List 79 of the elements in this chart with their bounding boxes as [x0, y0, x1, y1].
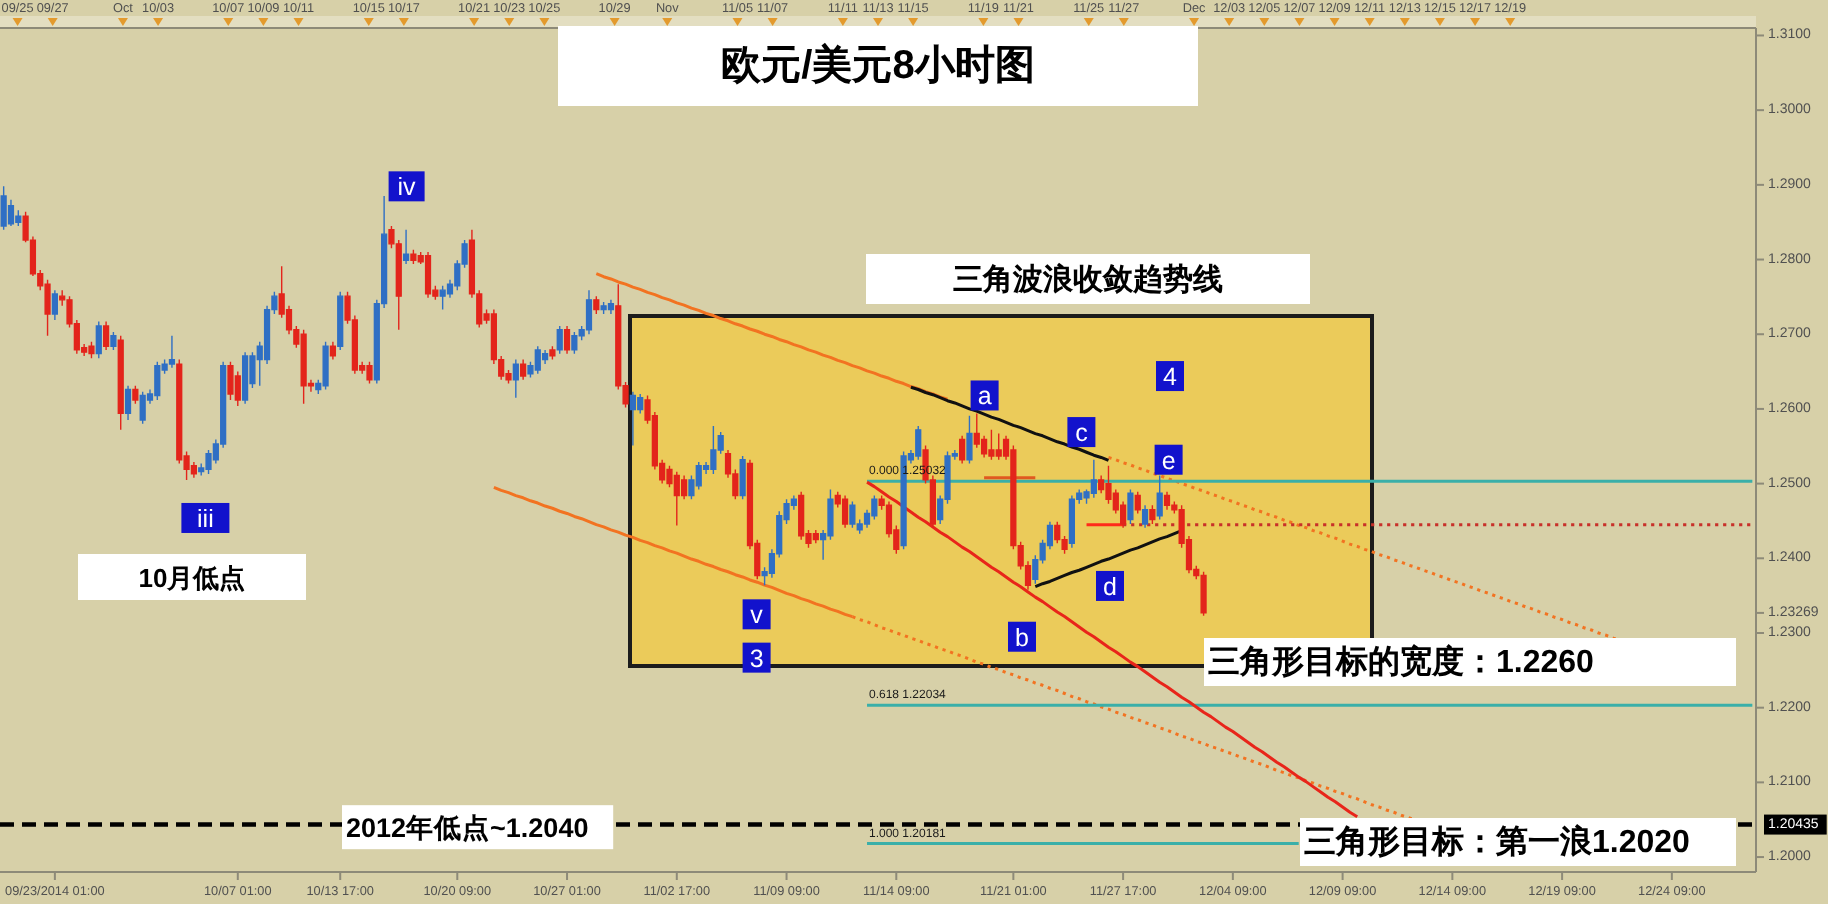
candlestick — [900, 450, 907, 551]
candlestick — [234, 370, 241, 407]
annotation: e — [1161, 446, 1176, 475]
candlestick — [673, 470, 680, 527]
candlestick — [563, 325, 571, 355]
candlestick — [995, 432, 1002, 461]
candlestick — [1068, 494, 1076, 549]
candlestick — [549, 345, 556, 361]
annotation: 3 — [749, 644, 764, 673]
candlestick — [1127, 488, 1134, 525]
candlestick — [366, 361, 373, 385]
candlestick — [1134, 491, 1141, 515]
chart-title: 欧元/美元8小时图 — [721, 42, 1035, 88]
candlestick — [102, 320, 110, 351]
candlestick — [520, 358, 527, 381]
candlestick — [571, 331, 578, 355]
candlestick — [973, 412, 980, 449]
candlestick — [607, 299, 615, 315]
candlestick — [1156, 474, 1163, 521]
candlestick — [629, 391, 637, 447]
annotation: v — [750, 601, 765, 630]
candlestick — [322, 341, 329, 391]
annotation: iii — [197, 504, 214, 533]
annotation: d — [1103, 572, 1118, 601]
candlestick — [139, 391, 146, 425]
candlestick — [1105, 464, 1112, 505]
candlestick — [849, 500, 856, 529]
candlestick — [424, 251, 432, 299]
candlestick — [966, 414, 973, 465]
annotation: c — [1075, 419, 1088, 448]
candlestick — [512, 358, 519, 399]
candlestick — [739, 455, 746, 500]
annotation: 三角形目标的宽度：1.2260 — [1208, 642, 1595, 680]
candlestick — [51, 289, 58, 321]
candlestick — [695, 461, 702, 491]
candlestick — [1141, 504, 1149, 529]
candlestick — [154, 361, 161, 401]
candlestick — [168, 335, 176, 369]
candlestick — [300, 329, 307, 405]
candlestick — [1163, 491, 1171, 511]
annotation: iv — [397, 173, 418, 202]
candlestick — [1149, 504, 1156, 525]
annotation: 2012年低点~1.2040 — [346, 813, 589, 844]
candlestick — [600, 301, 607, 315]
candlestick — [1090, 459, 1097, 499]
candlestick — [329, 341, 337, 361]
candlestick — [534, 345, 541, 375]
candlestick — [798, 491, 805, 541]
candlestick — [95, 320, 102, 359]
candlestick — [871, 494, 878, 521]
candlestick — [812, 529, 819, 545]
candlestick — [710, 425, 717, 475]
candlestick — [241, 351, 249, 405]
annotation: 10月低点 — [138, 563, 246, 593]
candlestick — [0, 185, 7, 231]
candlestick — [593, 295, 600, 315]
line-series — [594, 272, 950, 401]
candlestick — [959, 435, 966, 465]
candlestick — [841, 494, 849, 529]
candlestick — [439, 284, 446, 311]
annotation: 4 — [1163, 363, 1178, 392]
candlestick — [1200, 571, 1207, 617]
candlestick — [337, 290, 344, 351]
candlestick — [410, 249, 417, 265]
candlestick — [988, 429, 995, 461]
candlestick — [402, 228, 410, 265]
annotation: a — [977, 382, 992, 411]
candlestick — [124, 385, 132, 421]
candlestick — [556, 325, 563, 355]
annotation: 三角波浪收敛趋势线 — [953, 261, 1223, 297]
candlestick — [110, 331, 117, 351]
candlestick — [227, 361, 234, 401]
candlestick — [88, 341, 95, 359]
candlestick — [585, 289, 593, 335]
candlestick — [117, 335, 124, 431]
candlestick — [132, 385, 139, 405]
annotation: b — [1015, 623, 1030, 652]
candlestick — [915, 425, 922, 461]
annotation: 三角形目标：第一浪1.2020 — [1304, 822, 1691, 860]
